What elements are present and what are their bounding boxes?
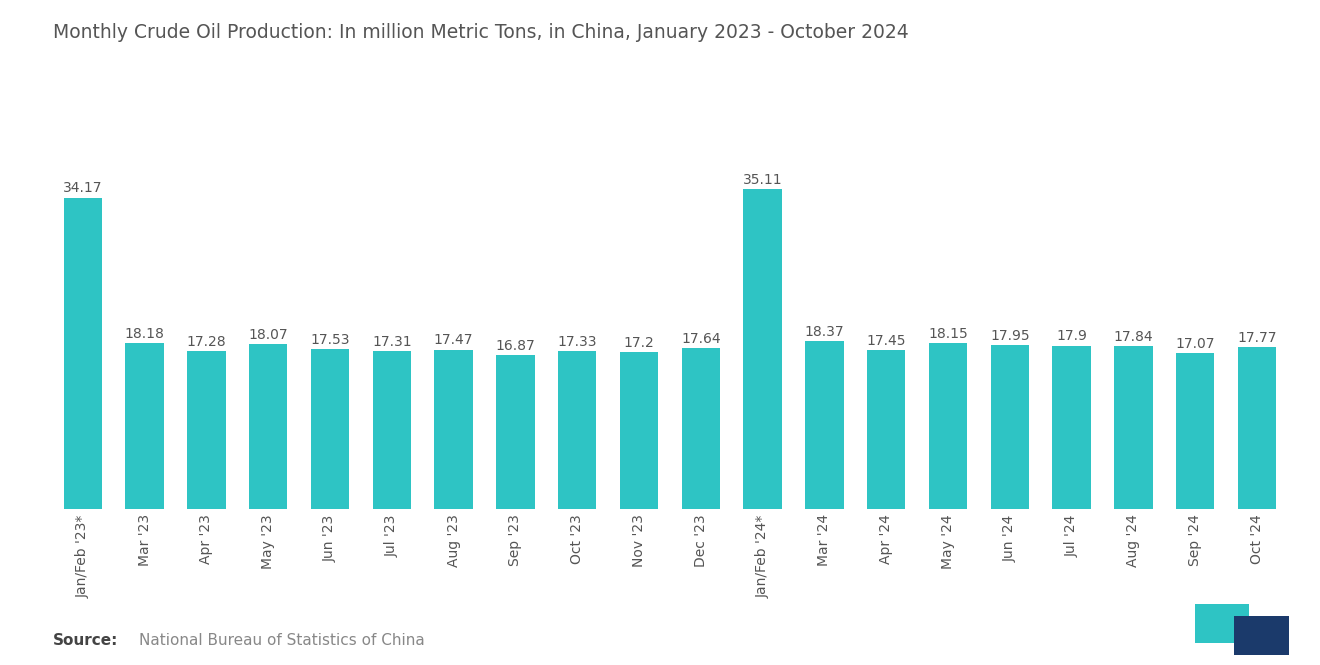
Text: 17.33: 17.33 (557, 334, 597, 348)
Text: 18.18: 18.18 (124, 327, 165, 341)
Text: 17.9: 17.9 (1056, 329, 1086, 343)
Text: 34.17: 34.17 (63, 182, 103, 196)
Text: 17.2: 17.2 (623, 336, 655, 350)
Bar (372, 351, 411, 509)
Bar (1238, 347, 1276, 509)
Text: 17.77: 17.77 (1237, 331, 1276, 344)
Text: Monthly Crude Oil Production: In million Metric Tons, in China, January 2023 - O: Monthly Crude Oil Production: In million… (53, 23, 908, 43)
Text: 17.31: 17.31 (372, 334, 412, 349)
Bar (1052, 346, 1090, 509)
Bar (249, 344, 288, 509)
Text: 17.53: 17.53 (310, 332, 350, 347)
Bar (805, 341, 843, 509)
Text: 17.07: 17.07 (1175, 337, 1214, 351)
Bar (1176, 353, 1214, 509)
Bar (620, 352, 659, 509)
Bar (125, 343, 164, 509)
Text: 35.11: 35.11 (743, 173, 783, 187)
Bar (681, 348, 719, 509)
Text: 17.45: 17.45 (866, 334, 906, 348)
Text: 18.15: 18.15 (928, 327, 968, 341)
Text: 16.87: 16.87 (495, 339, 536, 353)
Bar (1234, 616, 1288, 656)
Bar (743, 189, 781, 509)
Bar (558, 351, 597, 509)
Text: 17.47: 17.47 (434, 333, 474, 347)
Bar (187, 351, 226, 509)
Bar (312, 349, 350, 509)
Text: 18.37: 18.37 (805, 325, 845, 339)
Bar (1114, 346, 1152, 509)
Text: 17.28: 17.28 (186, 335, 226, 349)
Text: 18.07: 18.07 (248, 328, 288, 342)
Bar (496, 355, 535, 509)
Bar (990, 345, 1028, 509)
Text: Source:: Source: (53, 633, 119, 648)
Text: 17.84: 17.84 (1114, 330, 1154, 344)
Text: 17.64: 17.64 (681, 332, 721, 346)
Bar (434, 350, 473, 509)
Bar (929, 343, 968, 509)
Text: National Bureau of Statistics of China: National Bureau of Statistics of China (139, 633, 424, 648)
Bar (867, 350, 906, 509)
Bar (63, 198, 102, 509)
Bar (1195, 604, 1249, 644)
Text: 17.95: 17.95 (990, 329, 1030, 343)
